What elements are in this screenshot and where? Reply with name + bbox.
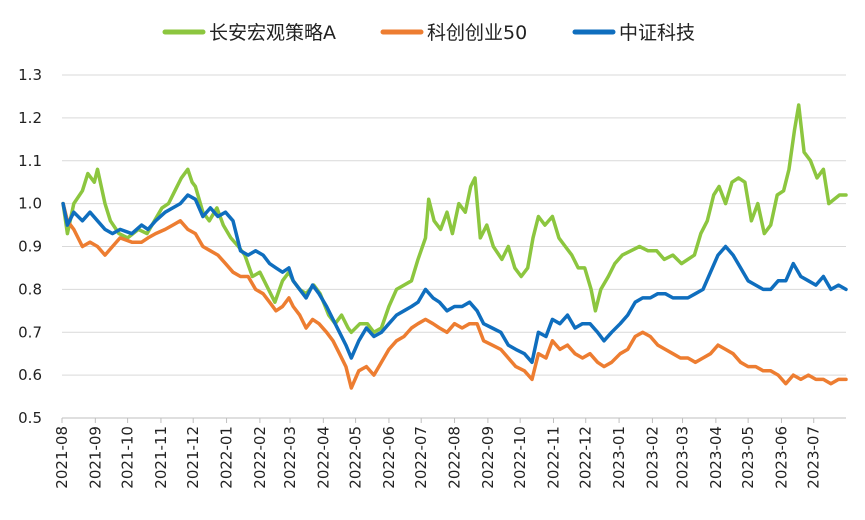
- y-tick-label: 0.8: [18, 280, 42, 298]
- x-tick-label: 2023-04: [707, 426, 725, 489]
- x-tick-label: 2022-06: [380, 426, 398, 489]
- x-tick-label: 2022-03: [281, 426, 299, 489]
- x-tick-label: 2023-07: [805, 426, 823, 489]
- x-tick-label: 2023-06: [772, 426, 790, 489]
- y-tick-label: 0.6: [18, 366, 42, 384]
- x-tick-label: 2022-12: [577, 426, 595, 489]
- legend-label-3: 中证科技: [619, 22, 695, 44]
- x-tick-label: 2021-11: [152, 426, 170, 489]
- y-axis: 0.5 0.6 0.7 0.8 0.9 1.0 1.1 1.2 1.3: [18, 66, 846, 427]
- x-tick-label: 2021-08: [53, 426, 71, 489]
- x-tick-label: 2023-03: [674, 426, 692, 489]
- x-tick-label: 2022-04: [314, 426, 332, 489]
- x-tick-label: 2022-09: [479, 426, 497, 489]
- gridlines: [62, 74, 846, 376]
- y-tick-label: 1.3: [18, 66, 42, 84]
- x-tick-label: 2023-05: [739, 426, 757, 489]
- x-tick-label: 2022-07: [412, 426, 430, 489]
- y-tick-label: 1.0: [18, 195, 42, 213]
- legend: 长安宏观策略A 科创创业50 中证科技: [162, 22, 695, 44]
- legend-label-1: 长安宏观策略A: [209, 22, 336, 44]
- x-tick-label: 2022-11: [544, 426, 562, 489]
- x-tick-label: 2021-09: [86, 426, 104, 489]
- y-tick-label: 0.5: [18, 409, 42, 427]
- series-line-3: [61, 193, 848, 365]
- series-line-1: [61, 103, 848, 335]
- x-tick-label: 2021-12: [184, 426, 202, 489]
- y-tick-label: 0.7: [18, 323, 42, 341]
- x-tick-label: 2023-02: [643, 426, 661, 489]
- y-tick-label: 0.9: [18, 238, 42, 256]
- x-tick-label: 2023-01: [610, 426, 628, 489]
- x-tick-label: 2022-05: [347, 426, 365, 489]
- x-tick-label: 2021-10: [119, 426, 137, 489]
- x-tick-label: 2022-10: [511, 426, 529, 489]
- series-lines: [61, 103, 848, 390]
- x-tick-label: 2022-08: [446, 426, 464, 489]
- x-tick-label: 2022-01: [218, 426, 236, 489]
- x-tick-label: 2022-02: [251, 426, 269, 489]
- x-axis: 2021-08 2021-09 2021-10 2021-11 2021-12 2022-…: [53, 418, 823, 489]
- y-tick-label: 1.1: [18, 152, 42, 170]
- legend-label-2: 科创创业50: [427, 22, 527, 44]
- series-line-2: [61, 201, 848, 390]
- y-tick-label: 1.2: [18, 109, 42, 127]
